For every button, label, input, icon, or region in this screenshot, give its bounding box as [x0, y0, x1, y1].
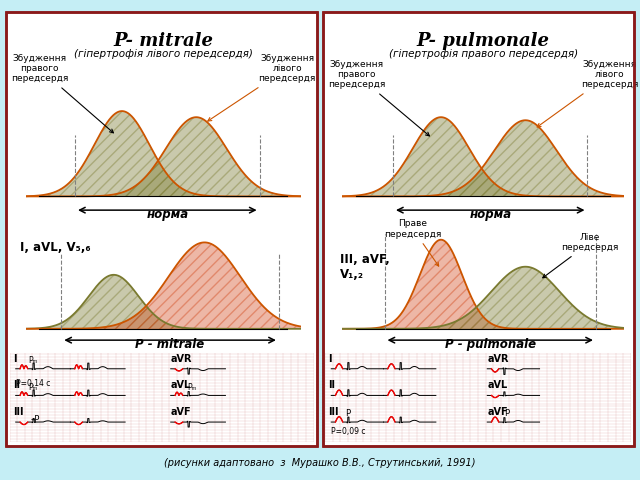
Text: II: II — [328, 380, 335, 390]
Text: P: P — [345, 409, 350, 418]
Text: III, aVF,
V₁,₂: III, aVF, V₁,₂ — [340, 253, 389, 281]
Text: P=0,09 c: P=0,09 c — [332, 427, 365, 436]
Text: Збудження
лівого
передсердя: Збудження лівого передсердя — [208, 53, 316, 121]
Text: P- pulmonale: P- pulmonale — [417, 32, 550, 50]
Text: Pₘ: Pₘ — [28, 383, 37, 392]
Text: aVL: aVL — [487, 380, 508, 390]
Text: I, aVL, V₅,₆: I, aVL, V₅,₆ — [20, 241, 91, 254]
Text: норма: норма — [469, 208, 511, 221]
Text: I: I — [13, 354, 16, 364]
Text: aVF: aVF — [487, 407, 508, 417]
Text: P=0,14 c: P=0,14 c — [15, 379, 50, 388]
Text: (гіпертрофія лівого передсердя): (гіпертрофія лівого передсердя) — [74, 48, 253, 59]
Text: aVR: aVR — [171, 354, 192, 364]
Text: (рисунки адаптовано  з  Мурашко В.В., Струтинський, 1991): (рисунки адаптовано з Мурашко В.В., Стру… — [164, 458, 476, 468]
Text: норма: норма — [147, 208, 188, 221]
Text: III: III — [328, 407, 339, 417]
Text: Ліве
передсердя: Ліве передсердя — [543, 233, 619, 278]
Text: P - pulmonale: P - pulmonale — [445, 338, 536, 351]
Text: Збудження
лівого
передсердя: Збудження лівого передсердя — [537, 60, 639, 127]
Text: (гіпертрофія правого передсердя): (гіпертрофія правого передсердя) — [388, 48, 578, 59]
Text: aVR: aVR — [487, 354, 509, 364]
Text: Збудження
правого
передсердя: Збудження правого передсердя — [11, 53, 113, 133]
Text: P: P — [504, 409, 509, 418]
Text: Pₘ: Pₘ — [188, 383, 196, 392]
Text: III: III — [13, 407, 23, 417]
Text: –P: –P — [31, 415, 40, 424]
Text: aVL: aVL — [171, 380, 191, 390]
Text: Праве
передсердя: Праве передсердя — [384, 219, 442, 266]
Text: P- mitrale: P- mitrale — [113, 32, 213, 50]
Text: Збудження
правого
передсердя: Збудження правого передсердя — [328, 60, 429, 136]
Text: I: I — [328, 354, 332, 364]
Text: Pₘ: Pₘ — [28, 357, 37, 365]
Text: P - mitrale: P - mitrale — [136, 338, 205, 351]
Text: aVF: aVF — [171, 407, 191, 417]
Text: II: II — [13, 380, 20, 390]
